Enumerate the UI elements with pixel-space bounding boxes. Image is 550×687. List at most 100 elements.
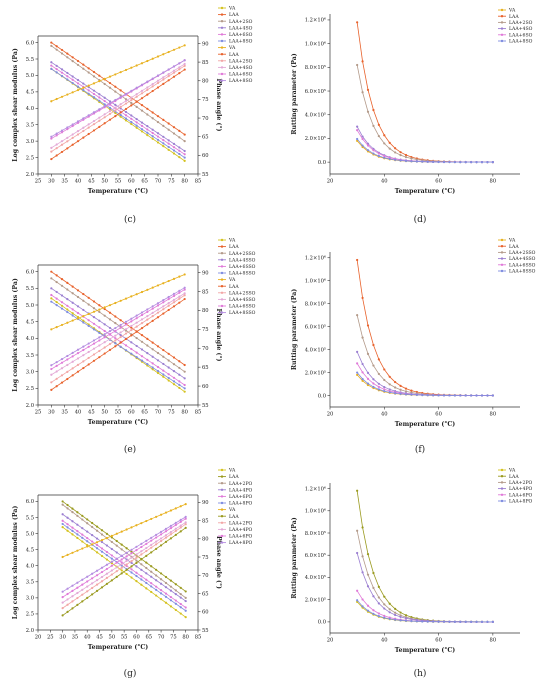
data-point [178, 301, 181, 304]
series-line [356, 374, 493, 396]
series-line [51, 61, 185, 152]
data-point [172, 305, 176, 308]
data-point [156, 138, 160, 141]
data-point [103, 341, 106, 344]
data-point [50, 293, 53, 297]
data-point [103, 122, 106, 125]
y-axis-title: Rutting parameter (Pa) [291, 53, 298, 134]
data-point [366, 352, 370, 355]
data-point [87, 296, 90, 299]
data-point [146, 131, 149, 134]
data-point [82, 319, 85, 322]
data-point [394, 611, 397, 614]
data-point [66, 136, 69, 139]
x-tick-label: 30 [48, 410, 55, 416]
series-laa-4so [356, 125, 494, 164]
data-point [356, 137, 359, 141]
legend-marker [220, 20, 224, 23]
data-point [361, 605, 364, 608]
data-point [60, 68, 64, 71]
data-point [100, 547, 104, 550]
x-tick-label: 85 [195, 410, 202, 416]
data-point [159, 544, 163, 547]
data-point [130, 324, 133, 328]
legend-label: LAA+8SO [229, 39, 253, 45]
data-point [415, 158, 418, 161]
data-point [71, 124, 74, 128]
data-point [95, 569, 99, 572]
data-point [115, 551, 118, 554]
data-point [50, 150, 53, 153]
data-point [167, 279, 170, 283]
data-point [140, 334, 144, 337]
data-point [399, 619, 402, 622]
y2-tick-label: 70 [202, 346, 209, 352]
data-point [100, 529, 104, 532]
data-point [169, 589, 173, 592]
data-point [383, 378, 386, 382]
series-line [356, 552, 493, 623]
x-tick-label: 80 [490, 179, 497, 185]
legend-label: VA [228, 507, 236, 513]
data-point [155, 579, 158, 582]
data-point [114, 111, 117, 115]
data-point [383, 607, 386, 610]
data-point [167, 148, 170, 151]
data-point [372, 124, 375, 127]
y-tick-label: 4.0 [26, 106, 34, 112]
data-point [91, 577, 94, 580]
data-point [183, 159, 186, 162]
data-point [135, 571, 138, 574]
data-point [87, 71, 90, 74]
data-point [103, 333, 106, 336]
data-point [76, 549, 79, 552]
data-point [86, 575, 89, 578]
data-point [114, 326, 117, 330]
data-point [98, 308, 101, 311]
data-point [399, 388, 402, 391]
data-point [76, 533, 79, 536]
data-point [95, 529, 99, 532]
data-point [377, 152, 380, 155]
data-point [98, 336, 101, 339]
data-point [383, 603, 386, 606]
data-point [162, 53, 165, 56]
legend: VALAALAA+2POLAA+4POLAA+6POLAA+8POVALAALA… [218, 468, 253, 546]
y2-tick-label: 65 [202, 591, 209, 597]
data-point [156, 135, 160, 138]
data-point [437, 160, 440, 164]
data-point [172, 380, 176, 383]
data-point [82, 299, 85, 302]
legend-marker [220, 304, 224, 308]
data-point [130, 352, 133, 355]
legend-marker [500, 15, 504, 18]
panel-caption: (d) [414, 214, 427, 225]
data-point [167, 68, 170, 71]
data-point [162, 71, 165, 74]
legend-label: LAA [229, 52, 239, 58]
data-point [130, 295, 133, 298]
data-point [119, 335, 122, 339]
data-point [91, 543, 94, 546]
data-point [432, 620, 435, 623]
x-tick-label: 40 [381, 638, 388, 644]
data-point [178, 46, 181, 49]
data-point [135, 356, 138, 359]
data-point [61, 590, 64, 593]
data-point [167, 359, 170, 362]
data-point [172, 65, 176, 68]
data-point [167, 352, 170, 355]
data-point [361, 135, 364, 138]
data-point [91, 582, 94, 585]
legend-label: LAA+8SSO [509, 269, 536, 275]
data-point [167, 75, 170, 78]
data-point [55, 326, 58, 329]
data-point [480, 394, 484, 397]
data-point [86, 580, 89, 583]
data-point [71, 510, 74, 514]
data-point [50, 41, 53, 44]
data-point [119, 345, 122, 348]
data-point [146, 288, 149, 291]
